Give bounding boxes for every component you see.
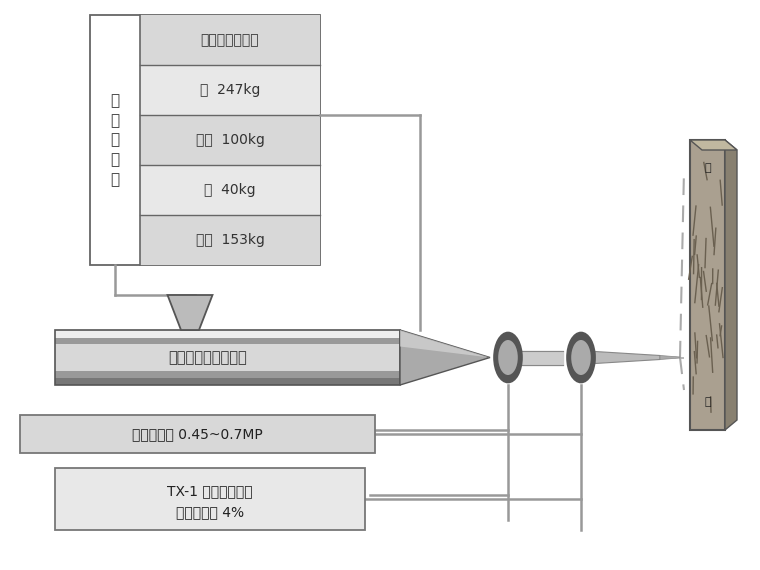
Polygon shape bbox=[400, 330, 490, 385]
Polygon shape bbox=[595, 352, 660, 364]
Bar bbox=[140, 65, 320, 115]
Bar bbox=[140, 215, 320, 265]
Text: 风压控制在 0.45~0.7MP: 风压控制在 0.45~0.7MP bbox=[132, 427, 263, 441]
Text: 可参考的配合比: 可参考的配合比 bbox=[201, 33, 259, 47]
Bar bbox=[140, 165, 320, 215]
Text: 石子  153kg: 石子 153kg bbox=[195, 233, 264, 247]
Bar bbox=[55, 330, 400, 385]
Text: 面: 面 bbox=[705, 397, 711, 407]
Polygon shape bbox=[400, 330, 490, 357]
Text: 水泥用量的 4%: 水泥用量的 4% bbox=[176, 506, 244, 520]
Bar bbox=[690, 140, 725, 430]
Bar bbox=[140, 15, 320, 65]
Text: 水  40kg: 水 40kg bbox=[204, 183, 256, 197]
Ellipse shape bbox=[494, 332, 522, 382]
Polygon shape bbox=[690, 140, 737, 150]
Bar bbox=[55, 330, 400, 338]
Bar bbox=[55, 468, 365, 530]
Text: 湿喷式混凝土喷射机: 湿喷式混凝土喷射机 bbox=[168, 350, 247, 365]
Bar bbox=[90, 15, 320, 265]
Text: 砂  247kg: 砂 247kg bbox=[200, 83, 260, 97]
Bar bbox=[55, 330, 400, 385]
Text: 水泥  100kg: 水泥 100kg bbox=[195, 133, 264, 147]
Polygon shape bbox=[660, 356, 680, 360]
Polygon shape bbox=[167, 295, 213, 330]
Bar bbox=[55, 378, 400, 385]
Ellipse shape bbox=[567, 332, 595, 382]
Text: TX-1 型液体速凝剑: TX-1 型液体速凝剑 bbox=[167, 484, 253, 499]
Ellipse shape bbox=[499, 340, 518, 375]
Ellipse shape bbox=[572, 340, 591, 375]
Text: 岁: 岁 bbox=[705, 163, 711, 173]
Bar bbox=[55, 344, 400, 371]
Text: 混
凝
土
拌
合: 混 凝 土 拌 合 bbox=[110, 93, 119, 187]
Bar bbox=[20, 415, 375, 453]
Bar bbox=[140, 115, 320, 165]
Polygon shape bbox=[725, 140, 737, 430]
